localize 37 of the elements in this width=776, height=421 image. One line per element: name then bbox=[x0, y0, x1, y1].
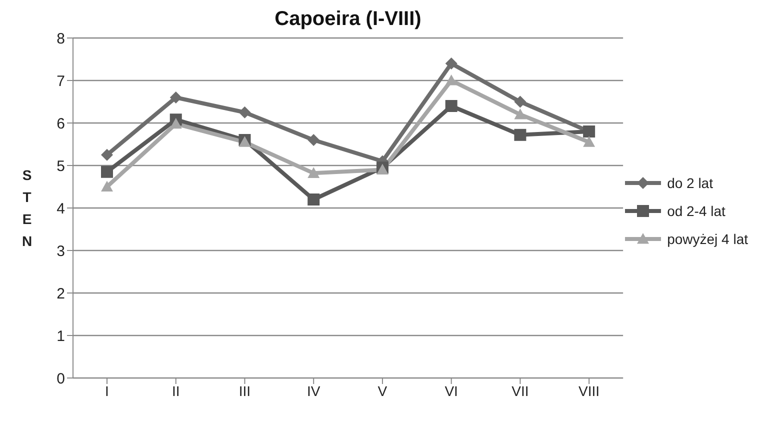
point bbox=[101, 148, 113, 161]
point bbox=[514, 96, 526, 108]
point bbox=[101, 180, 113, 192]
x-tick-label: VIII bbox=[578, 382, 600, 399]
point bbox=[445, 100, 458, 112]
point bbox=[308, 134, 320, 146]
x-tick-label: VI bbox=[444, 382, 458, 399]
legend-label: do 2 lat bbox=[667, 174, 713, 190]
y-tick-label: 6 bbox=[56, 115, 65, 132]
point bbox=[583, 136, 596, 147]
x-tick-label: VII bbox=[512, 382, 529, 399]
point bbox=[445, 74, 458, 86]
y-axis-title: STEN bbox=[22, 166, 32, 249]
point bbox=[101, 166, 113, 178]
y-tick-label: 4 bbox=[56, 200, 65, 218]
point bbox=[238, 106, 251, 118]
point bbox=[514, 108, 526, 120]
y-tick-label: 5 bbox=[56, 158, 65, 175]
legend-label: od 2-4 lat bbox=[667, 202, 726, 218]
legend-label: powyżej 4 lat bbox=[667, 230, 748, 246]
point bbox=[308, 194, 320, 206]
point bbox=[308, 167, 320, 178]
y-tick-label: 1 bbox=[56, 328, 65, 345]
point bbox=[514, 128, 526, 141]
y-tick-label: 2 bbox=[56, 285, 65, 302]
x-tick-label: IV bbox=[306, 382, 321, 399]
point bbox=[445, 58, 458, 70]
x-tick-label: V bbox=[378, 382, 388, 399]
x-tick-label: I bbox=[105, 382, 109, 399]
y-tick-label: 0 bbox=[56, 370, 65, 388]
y-tick-label: 3 bbox=[56, 242, 65, 260]
chart-title: Capoeira (I-VIII) bbox=[274, 8, 422, 31]
x-tick-label: II bbox=[172, 382, 180, 399]
point bbox=[170, 92, 182, 104]
y-tick-label: 8 bbox=[56, 30, 65, 48]
y-tick-label: 7 bbox=[56, 72, 65, 90]
x-tick-label: III bbox=[238, 382, 251, 399]
